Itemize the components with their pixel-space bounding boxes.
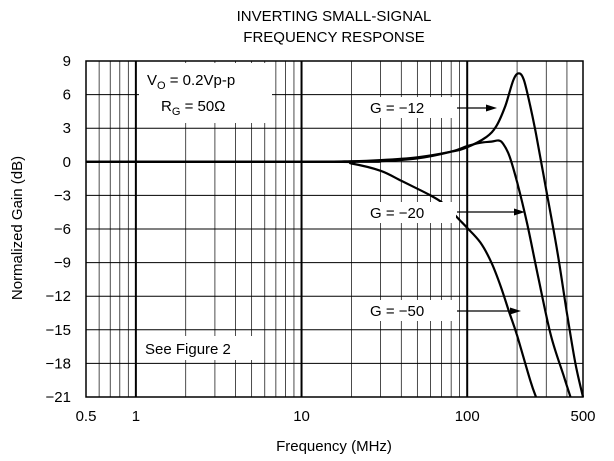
y-tick-label: 6 (63, 87, 71, 104)
see-figure-note: See Figure 2 (140, 336, 256, 360)
callout-background (366, 300, 456, 321)
callout-label: G = −20 (370, 205, 424, 222)
plot-frame (85, 60, 584, 398)
x-tick-labels: 0.5 1 10 100 500 (76, 408, 596, 425)
y-tick-label: −12 (46, 288, 71, 305)
y-axis-label: Normalized Gain (dB) (9, 156, 26, 300)
see-figure-background (140, 336, 256, 360)
rg-condition: RG = 50Ω (161, 98, 225, 118)
callout-gain-minus-50: G = −50 (366, 300, 521, 321)
test-conditions-background (139, 63, 272, 123)
callout-background (366, 202, 456, 223)
chart-title-line-1: INVERTING SMALL-SIGNAL (237, 8, 432, 25)
callout-gain-minus-20: G = −20 (366, 202, 525, 223)
y-tick-label: 0 (63, 154, 71, 171)
callout-label: G = −12 (370, 100, 424, 117)
callout-arrowhead (510, 307, 521, 315)
y-tick-label: −18 (46, 355, 71, 372)
x-tick-label: 1 (132, 408, 140, 425)
curve-callouts: G = −12 G = −20 G = −50 (366, 97, 525, 321)
y-tick-label: 3 (63, 120, 71, 137)
y-tick-label: −9 (54, 255, 71, 272)
y-tick-label: −21 (46, 389, 71, 406)
callout-label: G = −50 (370, 303, 424, 320)
x-axis-label: Frequency (MHz) (276, 438, 392, 455)
callout-gain-minus-12: G = −12 (366, 97, 497, 118)
y-tick-label: −3 (54, 187, 71, 204)
test-conditions-box: VO = 0.2Vp-p RG = 50Ω (139, 63, 272, 123)
callout-background (366, 97, 456, 118)
y-tick-labels: 9 6 3 0 −3 −6 −9 −12 −15 −18 −21 (46, 53, 71, 406)
callout-arrowhead (514, 208, 525, 216)
y-tick-label: −6 (54, 221, 71, 238)
chart-title: INVERTING SMALL-SIGNAL FREQUENCY RESPONS… (237, 8, 432, 46)
see-figure-text: See Figure 2 (145, 341, 231, 358)
y-tick-label: −15 (46, 322, 71, 339)
vo-condition: VO = 0.2Vp-p (147, 72, 235, 92)
x-tick-label: 0.5 (76, 408, 97, 425)
y-tick-label: 9 (63, 53, 71, 70)
x-tick-label: 100 (455, 408, 480, 425)
series-gain-minus-50 (85, 160, 538, 398)
callout-arrowhead (486, 104, 497, 112)
x-tick-label: 500 (570, 408, 595, 425)
x-tick-label: 10 (293, 408, 310, 425)
chart-title-line-2: FREQUENCY RESPONSE (243, 29, 424, 46)
series-gain-minus-20 (85, 139, 572, 398)
